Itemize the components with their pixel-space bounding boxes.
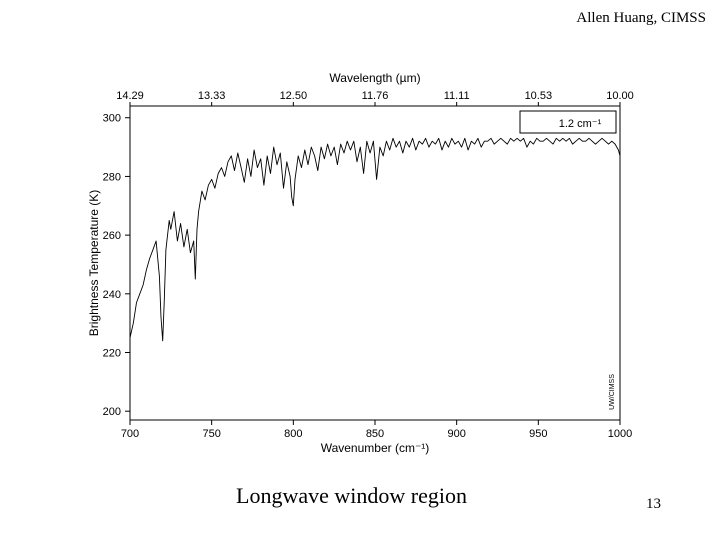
x2-tick-label: 10.53: [525, 90, 553, 102]
plot-frame: [129, 105, 621, 421]
y-tick-label: 220: [103, 348, 121, 360]
x-tick-label: 1000: [608, 428, 632, 440]
y-tick-label: 280: [103, 171, 121, 183]
spectrum-line: [129, 137, 621, 342]
x2-tick-label: 11.76: [362, 90, 389, 102]
y-tick-label: 200: [103, 406, 121, 418]
y-tick-label: 300: [103, 113, 121, 125]
x2-axis-title: Wavelength (µm): [329, 71, 420, 85]
x-axis-title: Wavenumber (cm⁻¹): [321, 441, 430, 455]
legend-text: 1.2 cm⁻¹: [559, 118, 602, 130]
x-tick-label: 750: [202, 428, 220, 440]
x-tick-label: 700: [121, 428, 139, 440]
y-tick-label: 260: [103, 230, 121, 242]
legend-box: [519, 110, 617, 134]
x-tick-label: 800: [284, 428, 302, 440]
page-number: 13: [646, 496, 661, 512]
x-tick-label: 900: [447, 428, 465, 440]
author-credit: Allen Huang, CIMSS: [576, 10, 706, 26]
y-tick-label: 240: [103, 289, 121, 301]
x2-tick-label: 14.29: [116, 90, 144, 102]
watermark-text: UW/CIMSS: [609, 374, 616, 410]
x-tick-label: 850: [366, 428, 384, 440]
y-axis-title: Brightness Temperature (K): [87, 190, 101, 337]
x2-tick-label: 12.50: [280, 90, 308, 102]
slide-caption: Longwave window region: [236, 483, 467, 508]
plot-layer: 700 750 800 850 900 950 1000 14.29 13.33 12.50 11.…: [87, 71, 634, 455]
x2-tick-label: 11.11: [444, 90, 470, 102]
x-tick-label: 950: [529, 428, 547, 440]
x2-tick-label: 13.33: [198, 90, 226, 102]
x2-tick-label: 10.00: [606, 90, 634, 102]
